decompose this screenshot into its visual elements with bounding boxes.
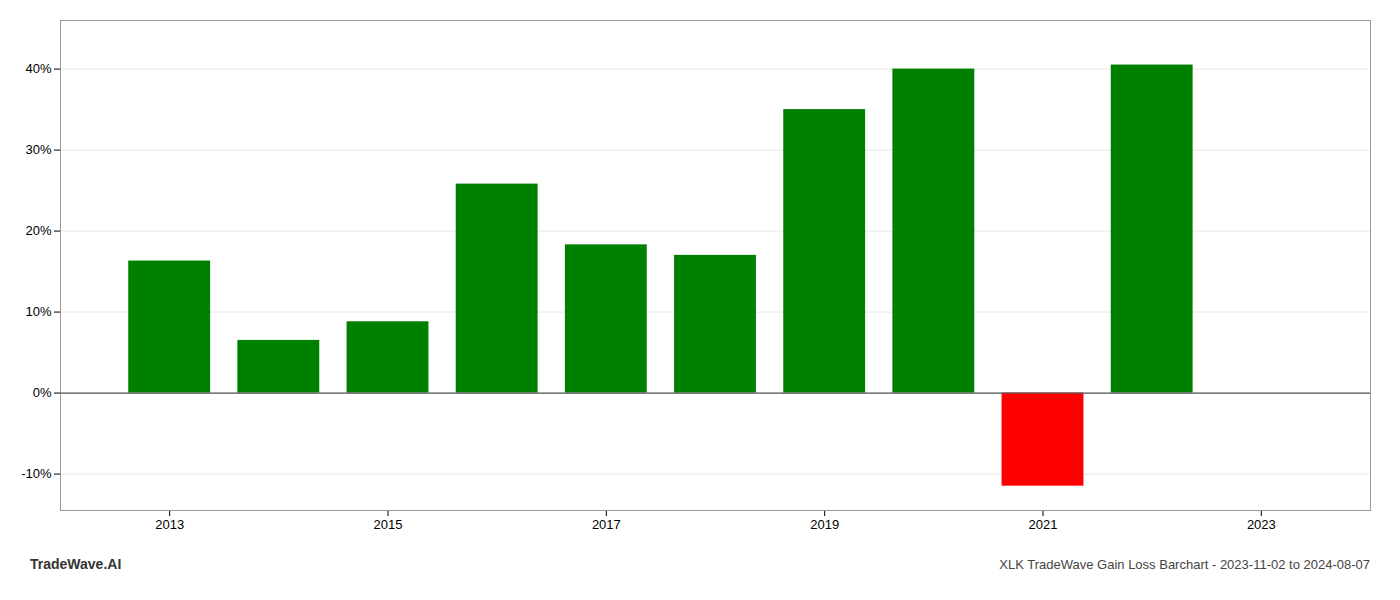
svg-text:2021: 2021 (1029, 517, 1058, 532)
svg-text:-10%: -10% (21, 466, 52, 481)
svg-text:10%: 10% (25, 304, 51, 319)
html-text:XLK TradeWave Gain Loss Barcha: XLK TradeWave Gain Loss Barchart - 2023-… (999, 557, 1370, 572)
svg-text:0%: 0% (33, 385, 52, 400)
svg-text:2017: 2017 (592, 517, 621, 532)
svg-text:20%: 20% (25, 223, 51, 238)
svg-text:2023: 2023 (1247, 517, 1276, 532)
svg-text:2015: 2015 (374, 517, 403, 532)
svg-text:2019: 2019 (810, 517, 839, 532)
svg-text:40%: 40% (25, 61, 51, 76)
svg-text:2013: 2013 (155, 517, 184, 532)
html-text:TradeWave.AI: TradeWave.AI (30, 556, 122, 572)
svg-text:30%: 30% (25, 142, 51, 157)
